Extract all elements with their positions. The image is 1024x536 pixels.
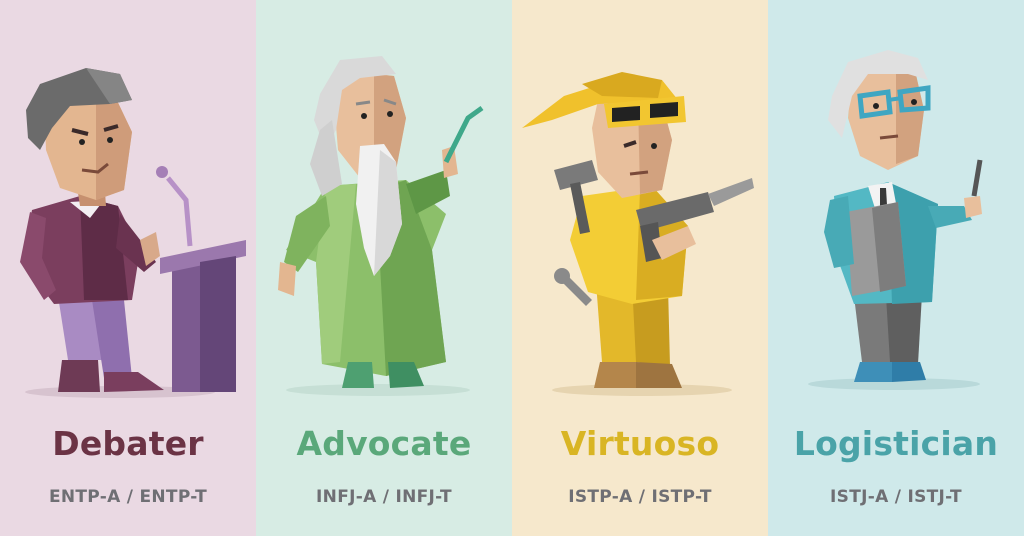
- virtuoso-illustration: [522, 72, 754, 396]
- type-codes: ISTP-A / ISTP-T: [568, 487, 712, 507]
- type-codes: ENTP-A / ENTP-T: [48, 487, 208, 507]
- advocate-illustration: [278, 56, 484, 396]
- logistician-illustration: [808, 50, 983, 390]
- type-title: Advocate: [296, 424, 472, 463]
- debater-illustration: [20, 68, 246, 398]
- type-title: Virtuoso: [560, 424, 720, 463]
- type-title: Debater: [52, 424, 204, 463]
- type-codes: ISTJ-A / ISTJ-T: [830, 487, 962, 507]
- panel-debater: Debater ENTP-A / ENTP-T: [0, 0, 256, 536]
- panel-advocate: Advocate INFJ-A / INFJ-T: [256, 0, 512, 536]
- panel-logistician: Logistician ISTJ-A / ISTJ-T: [768, 0, 1024, 536]
- type-codes: INFJ-A / INFJ-T: [316, 487, 452, 507]
- panel-virtuoso: Virtuoso ISTP-A / ISTP-T: [512, 0, 768, 536]
- type-title: Logistician: [793, 424, 999, 463]
